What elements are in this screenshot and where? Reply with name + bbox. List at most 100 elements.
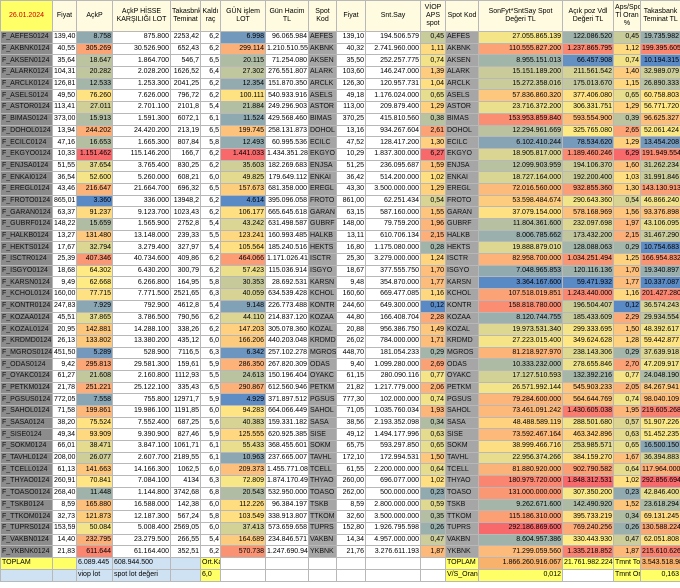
cell: 226.773.488 (265, 299, 309, 313)
cell: 11.448 (76, 486, 113, 500)
cell: 10.333.232.000 (478, 358, 563, 371)
cell: 159,61 (170, 358, 201, 371)
cell: 20.543 (220, 486, 266, 500)
contract-code: F_KARSN0124 (0, 276, 53, 290)
cell: 36.574.243 (640, 299, 680, 313)
cell: 237.665.007 (265, 451, 309, 465)
cell: 7.084.100 (112, 475, 171, 488)
cell: 9,48 (336, 276, 366, 290)
cell: 19.973.531.340 (478, 323, 563, 336)
spot-code: ASTOR (308, 101, 337, 114)
cell: 38,20 (52, 416, 77, 430)
cell: 610.706.134 (365, 229, 421, 243)
cell: 395.096.058 (265, 194, 309, 208)
rows: F_AEFES0124 139,40 8.758 875.800 2253,42 6,2 6… (0, 31, 680, 558)
cell: 9.148 (220, 299, 266, 313)
cell: 26,13 (52, 334, 77, 348)
cell: 1,29 (420, 182, 446, 196)
cell: 6072,1 (170, 112, 201, 126)
spot-code: DOHOL (308, 124, 337, 138)
cell: 31.262.234 (640, 159, 680, 173)
cell: 157.673 (220, 182, 266, 196)
cell: 153.953.859.840 (478, 112, 563, 126)
cell: 82.958.700.000 (478, 253, 563, 266)
table-row: F_PGSUS0124 772,05 7.558 755.800 12971,7 5,9 4… (0, 393, 680, 406)
cell: 6,8 (200, 486, 221, 500)
cell: 1.189.460.246 (562, 147, 614, 161)
cell: 1.217.779.000 (365, 381, 421, 395)
cell: 185.240.516 (265, 241, 309, 255)
cell: 0,39 (613, 112, 641, 126)
cell: 115.036.914 (265, 264, 309, 278)
spot-code: TOASO (308, 486, 337, 500)
cell: 6,27 (420, 147, 446, 161)
cell: 57.836.860.320 (478, 89, 563, 103)
spot-code: GUBRF (308, 218, 337, 231)
spot-code: AKSEN (308, 54, 337, 68)
cell: 38.471 (76, 440, 113, 453)
cell: 27.055.865.139 (478, 31, 563, 44)
cell: 0,26 (613, 521, 641, 535)
table-row: F_TTKOM0124 32,73 121.873 12.187.300 567,24 5… (0, 510, 680, 523)
table-row: F_VAKBN0124 14,40 232.795 23.279.500 266,55 5… (0, 533, 680, 547)
cell: 18.905.817.000 (478, 147, 563, 161)
table-row: F_ECILC0124 47,16 16.653 1.665.300 807,84 5,8… (0, 136, 680, 149)
spot-code: MGROS (445, 346, 479, 360)
cell: 199.745 (220, 124, 266, 138)
cell: 280.090.116 (365, 369, 421, 383)
cell: 1,97 (613, 218, 641, 231)
table-row: F_TSKB0124 8,59 165.880 16.588.000 142,38 6,0… (0, 498, 680, 512)
cell: 2.741.960.000 (365, 42, 421, 56)
footer-cell: spot lot değeri (112, 568, 171, 582)
contract-code: F_ECILC0124 (0, 136, 53, 149)
cell: 179.649.112 (265, 171, 309, 184)
cell: 7.771.500 (112, 288, 171, 301)
cell: 0,45 (420, 31, 446, 44)
footer-cell: 0,163 (640, 568, 680, 582)
spot-code: SISE (445, 428, 479, 442)
table-row: F_KCHOL0124 160,00 77.715 7.771.500 2521,65 6… (0, 288, 680, 301)
cell: 1,12 (613, 42, 641, 56)
spot-code: AEFES (308, 31, 337, 44)
cell: 25.122.100 (112, 381, 171, 395)
cell: 305.269 (76, 42, 113, 56)
cell: 56.771.720 (640, 101, 680, 114)
cell: 128.088.063 (562, 241, 614, 255)
cell: 81.218.927.970 (478, 346, 563, 360)
spot-code: PETKM (308, 381, 337, 395)
cell: 122.086.520 (562, 31, 614, 44)
cell: 4.614 (220, 194, 266, 208)
cell: 0,29 (420, 346, 446, 360)
cell: 143.130.913 (640, 182, 680, 196)
cell: 772,05 (52, 393, 77, 406)
empty-cell (562, 568, 614, 582)
cell: 253.985.571 (562, 440, 614, 453)
cell: 696,32 (170, 182, 201, 196)
cell: 1,96 (420, 218, 446, 231)
spot-code: SAHOL (445, 405, 479, 418)
spot-code: KOZAA (445, 311, 479, 325)
cell: 131.480 (76, 229, 113, 243)
cell: 2.607.700 (112, 451, 171, 465)
cell: 172.994.531 (365, 451, 421, 465)
spot-code: DOHOL (445, 124, 479, 138)
cell: 96.625.327 (640, 112, 680, 126)
cell: 102.000.000 (365, 393, 421, 406)
cell: 31.467.290 (640, 229, 680, 243)
footer-cell: 6,0 (200, 568, 221, 582)
cell: 9.390.900 (112, 428, 171, 442)
cell: 12.099.903.959 (478, 159, 563, 173)
cell: 64.302 (76, 264, 113, 278)
cell: 1.210.510.552 (265, 42, 309, 56)
cell: 587.160.000 (365, 206, 421, 219)
cell: 352,51 (170, 545, 201, 558)
cell: 1.243.440.000 (562, 288, 614, 301)
empty-cell (220, 568, 266, 582)
cell: 146.247.000 (365, 66, 421, 79)
footer-cell: 3.543.518.985 (640, 556, 680, 570)
cell: 160,00 (52, 288, 77, 301)
cell: 5,5 (200, 369, 221, 383)
cell: 292.186.869.600 (478, 521, 563, 535)
cell: 72.016.560.000 (478, 182, 563, 196)
cell: 25,39 (52, 253, 77, 266)
